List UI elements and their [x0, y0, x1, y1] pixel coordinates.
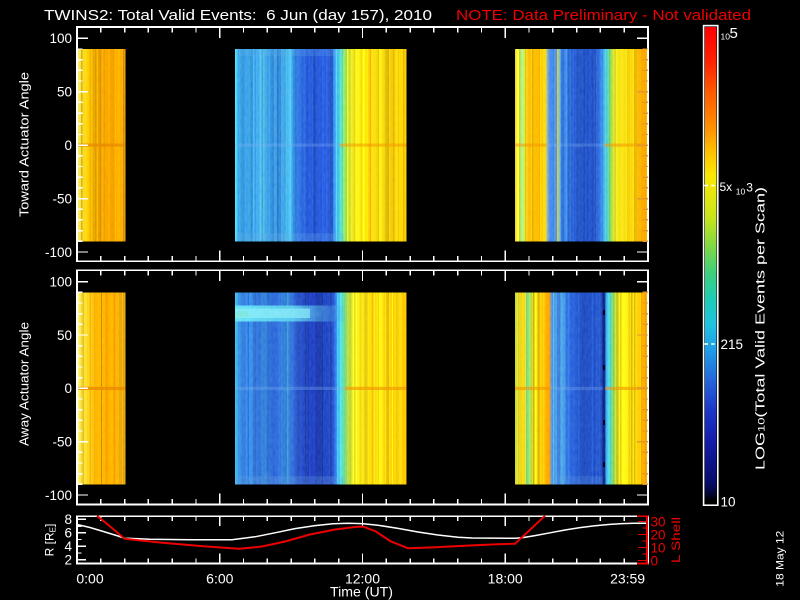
- svg-text:100: 100: [49, 275, 72, 290]
- svg-text:6:00: 6:00: [206, 570, 233, 586]
- svg-text:TWINS2: Total Valid Events: 6: TWINS2: Total Valid Events: 6 Jun (day 1…: [44, 7, 432, 24]
- svg-text:50: 50: [57, 328, 72, 343]
- svg-text:0: 0: [64, 138, 72, 153]
- svg-text:30: 30: [651, 514, 666, 529]
- svg-text:-50: -50: [52, 435, 72, 450]
- svg-text:-100: -100: [45, 488, 72, 503]
- svg-text:12:00: 12:00: [345, 570, 380, 586]
- svg-text:Away Actuator Angle: Away Actuator Angle: [18, 322, 32, 446]
- svg-text:-100: -100: [45, 245, 72, 260]
- svg-text:-50: -50: [52, 191, 72, 206]
- svg-text:5x: 5x: [720, 180, 733, 194]
- svg-text:10: 10: [721, 32, 731, 42]
- svg-text:NOTE: Data Preliminary - Not v: NOTE: Data Preliminary - Not validated: [456, 7, 751, 24]
- svg-text:100: 100: [49, 31, 72, 46]
- svg-text:Toward Actuator Angle: Toward Actuator Angle: [18, 72, 32, 217]
- svg-text:2: 2: [64, 553, 72, 568]
- svg-text:4: 4: [64, 539, 72, 554]
- svg-text:LOG10(Total Valid Events per S: LOG10(Total Valid Events per Scan): [754, 187, 768, 470]
- svg-text:10: 10: [736, 187, 746, 197]
- svg-text:50: 50: [57, 85, 72, 100]
- svg-text:10: 10: [721, 495, 736, 510]
- svg-text:L Shell: L Shell: [669, 517, 683, 563]
- svg-text:3: 3: [746, 181, 753, 195]
- svg-text:18:00: 18:00: [488, 570, 523, 586]
- svg-text:18 May 12: 18 May 12: [775, 531, 787, 587]
- svg-text:6: 6: [64, 526, 72, 541]
- svg-text:23:59: 23:59: [610, 570, 645, 586]
- svg-text:10: 10: [651, 540, 666, 555]
- svg-text:20: 20: [651, 527, 666, 542]
- svg-text:0:00: 0:00: [76, 570, 103, 586]
- svg-text:8: 8: [64, 512, 72, 527]
- svg-text:5: 5: [730, 25, 738, 42]
- svg-text:Time (UT): Time (UT): [330, 584, 393, 600]
- svg-text:215: 215: [721, 337, 744, 352]
- svg-text:0: 0: [651, 553, 659, 568]
- svg-text:0: 0: [64, 381, 72, 396]
